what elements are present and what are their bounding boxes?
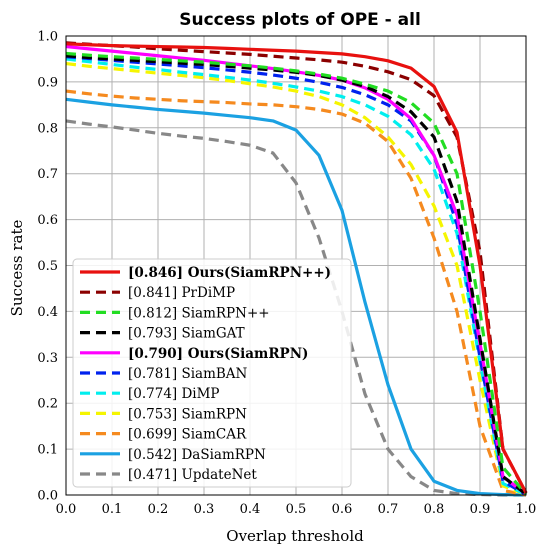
y-tick-label: 0.4 [37,305,58,320]
x-tick-label: 0.9 [470,502,491,517]
legend-entry-9: [0.542] DaSiamRPN [128,447,266,463]
series-line-9 [65,97,527,497]
legend-entry-4: [0.790] Ours(SiamRPN) [128,346,308,362]
y-tick-label: 0.1 [37,443,58,458]
y-axis-label: Success rate [8,219,26,316]
y-tick-label: 0.3 [37,351,58,366]
y-tick-label: 0.9 [37,75,58,90]
series-line-6 [65,57,527,496]
legend-entry-7: [0.753] SiamRPN [128,406,247,422]
legend-box [72,258,352,488]
x-tick-label: 1.0 [516,502,537,517]
y-tick-label: 0.7 [37,167,58,182]
legend-entry-10: [0.471] UpdateNet [128,467,257,483]
series-line-8 [65,89,527,497]
legend-entry-6: [0.774] DiMP [128,386,220,402]
x-tick-label: 0.7 [378,502,399,517]
y-tick-label: 0.8 [37,121,58,136]
legend: [0.846] Ours(SiamRPN++) [0.841] PrDiMP [0.… [72,258,352,488]
series-line-2 [65,51,528,496]
x-tick-label: 0.6 [332,502,353,517]
x-tick-label: 0.0 [56,502,77,517]
legend-entry-1: [0.841] PrDiMP [128,285,235,301]
y-tick-label: 0.6 [37,213,58,228]
legend-entry-2: [0.812] SiamRPN++ [128,305,270,321]
x-axis-label: Overlap threshold [226,527,364,545]
x-tick-label: 0.8 [424,502,445,517]
x-tick-label: 0.1 [102,502,123,517]
y-tick-label: 1.0 [37,30,58,45]
axis-ticks: 0.0 0.1 0.2 0.3 0.4 0.5 0.6 0.7 0.8 0.9 1.0 0.0 0.1 0… [37,30,536,518]
legend-entry-3: [0.793] SiamGAT [128,326,245,342]
chart-title: Success plots of OPE - all [179,10,421,30]
series-line-10 [65,119,526,497]
y-tick-label: 0.0 [37,489,58,504]
series-line-5 [65,55,527,496]
x-tick-label: 0.4 [240,502,261,517]
legend-entry-5: [0.781] SiamBAN [128,366,248,382]
series-lines [65,41,528,497]
x-tick-label: 0.2 [148,502,169,517]
legend-entry-8: [0.699] SiamCAR [128,427,247,443]
y-tick-label: 0.5 [37,259,58,274]
y-tick-label: 0.2 [37,397,58,412]
series-line-7 [65,61,527,497]
series-line-1 [65,41,528,494]
plot-frame [65,35,527,496]
x-tick-label: 0.5 [286,502,307,517]
legend-entry-0: [0.846] Ours(SiamRPN++) [128,265,331,281]
series-line-0 [65,42,528,494]
x-tick-label: 0.3 [194,502,215,517]
